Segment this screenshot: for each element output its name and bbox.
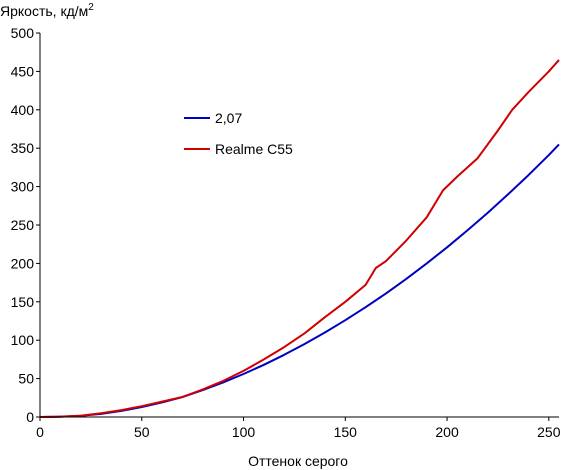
x-tick-label: 200 <box>435 424 459 440</box>
y-tick-label: 500 <box>11 25 35 41</box>
y-tick-label: 150 <box>11 294 35 310</box>
y-axis-title: Яркость, кд/м2 <box>0 2 94 19</box>
series-line-realme-c55 <box>39 59 560 418</box>
y-tick-label: 50 <box>18 371 34 387</box>
x-tick-label: 250 <box>537 424 561 440</box>
series-layer <box>39 59 560 418</box>
x-axis-title: Оттенок серого <box>248 453 348 469</box>
svg-text:Яркость, кд/м2: Яркость, кд/м2 <box>0 2 94 19</box>
y-tick-label: 100 <box>11 332 35 348</box>
y-tick-label: 0 <box>26 409 34 425</box>
legend: 2,07 Realme C55 <box>184 110 293 157</box>
y-axis-title-main: Яркость, кд/м <box>0 3 88 19</box>
x-tick-label: 100 <box>232 424 256 440</box>
x-tick-label: 150 <box>334 424 358 440</box>
legend-label-2-07: 2,07 <box>215 110 242 126</box>
y-tick-label: 300 <box>11 179 35 195</box>
x-tick-label: 0 <box>36 424 44 440</box>
y-tick-label: 350 <box>11 140 35 156</box>
y-tick-label: 200 <box>11 255 35 271</box>
x-tick-label: 50 <box>134 424 150 440</box>
y-tick-label: 250 <box>11 217 35 233</box>
series-line-gamma-2-07 <box>39 143 560 418</box>
y-tick-label: 450 <box>11 63 35 79</box>
y-axis-title-sup: 2 <box>88 2 94 13</box>
y-tick-label: 400 <box>11 102 35 118</box>
y-axis-ticks: 0 50 100 150 200 250 300 350 400 450 500 <box>11 25 40 425</box>
legend-label-realme-c55: Realme C55 <box>215 141 293 157</box>
x-axis-ticks: 0 50 100 150 200 250 <box>36 417 561 440</box>
